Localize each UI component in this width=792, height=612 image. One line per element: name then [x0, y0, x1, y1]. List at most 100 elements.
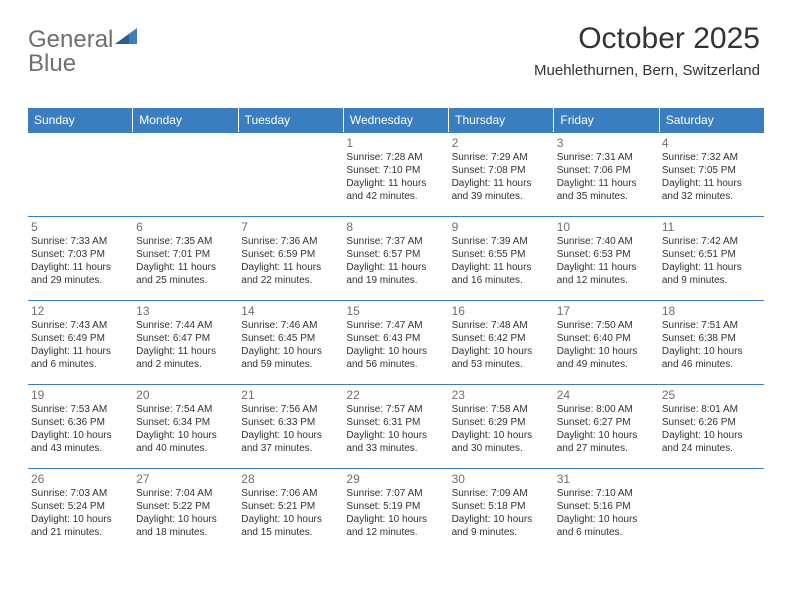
day-number: 1: [346, 136, 444, 151]
day-number: 8: [346, 220, 444, 235]
day-dl1: Daylight: 10 hours: [346, 346, 444, 359]
day-dl2: and 12 minutes.: [557, 275, 655, 288]
day-number: 3: [557, 136, 655, 151]
day-cell: 10Sunrise: 7:40 AMSunset: 6:53 PMDayligh…: [554, 217, 659, 300]
day-sunset: Sunset: 5:24 PM: [31, 501, 129, 514]
day-cell: 14Sunrise: 7:46 AMSunset: 6:45 PMDayligh…: [238, 301, 343, 384]
day-dl2: and 29 minutes.: [31, 275, 129, 288]
day-dl2: and 35 minutes.: [557, 191, 655, 204]
day-cell: 6Sunrise: 7:35 AMSunset: 7:01 PMDaylight…: [133, 217, 238, 300]
day-cell: 17Sunrise: 7:50 AMSunset: 6:40 PMDayligh…: [554, 301, 659, 384]
day-dl2: and 9 minutes.: [662, 275, 760, 288]
day-cell: 2Sunrise: 7:29 AMSunset: 7:08 PMDaylight…: [449, 133, 554, 216]
day-sunrise: Sunrise: 7:06 AM: [241, 488, 339, 501]
day-sunrise: Sunrise: 7:32 AM: [662, 152, 760, 165]
day-dl1: Daylight: 10 hours: [662, 346, 760, 359]
day-dl1: Daylight: 10 hours: [31, 514, 129, 527]
day-sunset: Sunset: 5:16 PM: [557, 501, 655, 514]
day-cell: 22Sunrise: 7:57 AMSunset: 6:31 PMDayligh…: [343, 385, 448, 468]
day-sunrise: Sunrise: 7:42 AM: [662, 236, 760, 249]
day-dl1: Daylight: 11 hours: [346, 178, 444, 191]
day-dl1: Daylight: 11 hours: [662, 178, 760, 191]
day-cell: 27Sunrise: 7:04 AMSunset: 5:22 PMDayligh…: [133, 469, 238, 552]
day-sunrise: Sunrise: 7:43 AM: [31, 320, 129, 333]
day-sunset: Sunset: 7:10 PM: [346, 165, 444, 178]
day-dl2: and 53 minutes.: [452, 359, 550, 372]
day-number: 5: [31, 220, 129, 235]
header-right: October 2025 Muehlethurnen, Bern, Switze…: [534, 22, 760, 79]
calendar: SundayMondayTuesdayWednesdayThursdayFrid…: [28, 108, 764, 552]
day-cell: 24Sunrise: 8:00 AMSunset: 6:27 PMDayligh…: [554, 385, 659, 468]
day-dl2: and 24 minutes.: [662, 443, 760, 456]
day-sunrise: Sunrise: 8:01 AM: [662, 404, 760, 417]
day-cell: 9Sunrise: 7:39 AMSunset: 6:55 PMDaylight…: [449, 217, 554, 300]
day-cell: 20Sunrise: 7:54 AMSunset: 6:34 PMDayligh…: [133, 385, 238, 468]
day-dl1: Daylight: 10 hours: [136, 430, 234, 443]
day-number: 24: [557, 388, 655, 403]
day-sunset: Sunset: 6:42 PM: [452, 333, 550, 346]
day-cell: 30Sunrise: 7:09 AMSunset: 5:18 PMDayligh…: [449, 469, 554, 552]
day-dl1: Daylight: 10 hours: [346, 430, 444, 443]
day-cell: 7Sunrise: 7:36 AMSunset: 6:59 PMDaylight…: [238, 217, 343, 300]
day-sunset: Sunset: 7:06 PM: [557, 165, 655, 178]
day-number: 26: [31, 472, 129, 487]
day-number: 9: [452, 220, 550, 235]
day-cell: [28, 133, 133, 216]
day-dl2: and 33 minutes.: [346, 443, 444, 456]
day-sunrise: Sunrise: 7:35 AM: [136, 236, 234, 249]
day-cell: 8Sunrise: 7:37 AMSunset: 6:57 PMDaylight…: [343, 217, 448, 300]
brand-text-2: Blue: [28, 50, 76, 77]
day-sunrise: Sunrise: 7:29 AM: [452, 152, 550, 165]
day-cell: 12Sunrise: 7:43 AMSunset: 6:49 PMDayligh…: [28, 301, 133, 384]
day-sunset: Sunset: 6:43 PM: [346, 333, 444, 346]
day-dl2: and 30 minutes.: [452, 443, 550, 456]
day-number: 20: [136, 388, 234, 403]
day-cell: 21Sunrise: 7:56 AMSunset: 6:33 PMDayligh…: [238, 385, 343, 468]
day-number: 19: [31, 388, 129, 403]
day-sunrise: Sunrise: 7:31 AM: [557, 152, 655, 165]
day-sunrise: Sunrise: 7:07 AM: [346, 488, 444, 501]
brand-text-1: General: [28, 26, 113, 53]
day-number: 16: [452, 304, 550, 319]
day-number: 27: [136, 472, 234, 487]
day-sunset: Sunset: 6:36 PM: [31, 417, 129, 430]
day-number: 18: [662, 304, 760, 319]
day-cell: 5Sunrise: 7:33 AMSunset: 7:03 PMDaylight…: [28, 217, 133, 300]
day-sunrise: Sunrise: 7:10 AM: [557, 488, 655, 501]
day-dl2: and 16 minutes.: [452, 275, 550, 288]
day-number: 7: [241, 220, 339, 235]
day-sunset: Sunset: 7:08 PM: [452, 165, 550, 178]
day-sunrise: Sunrise: 8:00 AM: [557, 404, 655, 417]
day-cell: 19Sunrise: 7:53 AMSunset: 6:36 PMDayligh…: [28, 385, 133, 468]
day-sunrise: Sunrise: 7:46 AM: [241, 320, 339, 333]
day-cell: [659, 469, 764, 552]
day-sunrise: Sunrise: 7:51 AM: [662, 320, 760, 333]
day-cell: 16Sunrise: 7:48 AMSunset: 6:42 PMDayligh…: [449, 301, 554, 384]
day-dl2: and 40 minutes.: [136, 443, 234, 456]
day-dl1: Daylight: 11 hours: [557, 262, 655, 275]
day-dl1: Daylight: 10 hours: [557, 346, 655, 359]
day-sunrise: Sunrise: 7:47 AM: [346, 320, 444, 333]
day-cell: 25Sunrise: 8:01 AMSunset: 6:26 PMDayligh…: [659, 385, 764, 468]
day-dl1: Daylight: 10 hours: [241, 430, 339, 443]
day-dl2: and 6 minutes.: [31, 359, 129, 372]
day-dl2: and 59 minutes.: [241, 359, 339, 372]
day-sunset: Sunset: 6:31 PM: [346, 417, 444, 430]
day-dl2: and 6 minutes.: [557, 527, 655, 540]
day-sunset: Sunset: 6:40 PM: [557, 333, 655, 346]
day-sunrise: Sunrise: 7:44 AM: [136, 320, 234, 333]
day-cell: 18Sunrise: 7:51 AMSunset: 6:38 PMDayligh…: [659, 301, 764, 384]
day-number: 14: [241, 304, 339, 319]
day-dl2: and 43 minutes.: [31, 443, 129, 456]
day-number: 30: [452, 472, 550, 487]
day-dl1: Daylight: 10 hours: [557, 430, 655, 443]
day-dl2: and 18 minutes.: [136, 527, 234, 540]
day-dl2: and 42 minutes.: [346, 191, 444, 204]
day-sunset: Sunset: 5:19 PM: [346, 501, 444, 514]
day-number: 25: [662, 388, 760, 403]
brand-logo: General Blue: [28, 28, 137, 76]
day-sunset: Sunset: 7:01 PM: [136, 249, 234, 262]
day-dl1: Daylight: 11 hours: [31, 346, 129, 359]
day-sunrise: Sunrise: 7:56 AM: [241, 404, 339, 417]
day-dl2: and 22 minutes.: [241, 275, 339, 288]
